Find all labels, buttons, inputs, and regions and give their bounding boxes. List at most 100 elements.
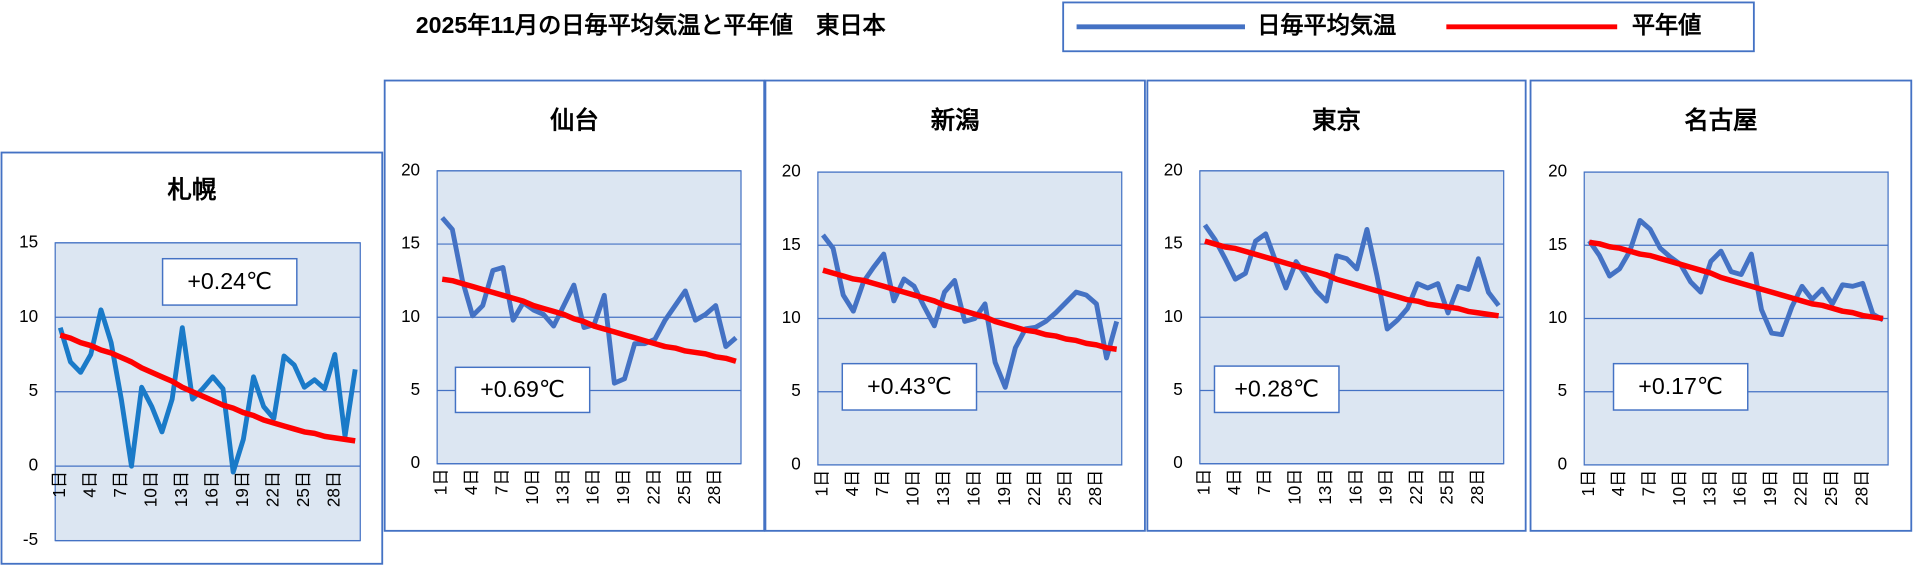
y-tick-label: -5: [23, 530, 38, 549]
x-tick-label: 13日: [553, 469, 572, 505]
data-line: [1587, 217, 1885, 338]
y-tick-label: 20: [1548, 162, 1567, 181]
x-tick-label: 28日: [1086, 470, 1105, 506]
annotation-box: [1612, 362, 1749, 411]
y-tick-label: 15: [1164, 234, 1183, 253]
x-tick-label: 1日: [50, 471, 69, 498]
y-tick-label: 5: [1558, 381, 1567, 400]
chart-title: 仙台: [550, 106, 599, 134]
annotation-box: [161, 257, 298, 306]
x-tick-label: 25日: [1822, 470, 1841, 506]
x-tick-label: 4日: [1609, 470, 1628, 497]
annotation: +0.17℃: [1638, 373, 1723, 399]
x-tick-label: 19日: [614, 469, 633, 505]
x-tick-label: 10日: [904, 470, 923, 506]
y-tick-label: 5: [29, 381, 39, 400]
x-tick-label: 7日: [873, 470, 892, 497]
x-tick-label: 22日: [1025, 470, 1044, 506]
chart-title: 札幌: [166, 177, 216, 204]
y-tick-label: 0: [29, 456, 39, 475]
x-tick-label: 13日: [1700, 470, 1719, 506]
x-tick-label: 28日: [1852, 470, 1871, 506]
x-tick-label: 28日: [1468, 469, 1487, 505]
x-tick-label: 25日: [1056, 470, 1075, 506]
data-line: [822, 267, 1118, 352]
x-tick-label: 1日: [432, 469, 451, 496]
y-tick-label: 15: [19, 232, 38, 251]
y-tick-label: 20: [1164, 160, 1183, 179]
y-tick-label: 10: [19, 307, 38, 326]
x-tick-label: 7日: [1255, 469, 1274, 496]
legend-label: 平年値: [1632, 12, 1702, 38]
y-tick-label: 0: [411, 453, 421, 472]
x-tick-label: 16日: [1346, 469, 1365, 505]
x-tick-label: 25日: [294, 471, 313, 507]
x-tick-label: 10日: [141, 471, 160, 507]
y-tick-label: 5: [411, 380, 421, 399]
x-tick-label: 13日: [934, 470, 953, 506]
x-tick-label: 1日: [1579, 470, 1598, 497]
annotation: +0.24℃: [187, 268, 272, 294]
y-tick-label: 10: [782, 308, 801, 327]
x-tick-label: 22日: [263, 471, 282, 507]
x-tick-label: 10日: [1286, 469, 1305, 505]
y-tick-label: 0: [1558, 454, 1567, 473]
y-tick-label: 10: [401, 307, 420, 326]
x-tick-label: 28日: [705, 469, 724, 505]
y-tick-label: 15: [1548, 235, 1567, 254]
x-tick-label: 4日: [80, 471, 99, 498]
x-tick-label: 16日: [1731, 470, 1750, 506]
legend-label: 日毎平均気温: [1257, 12, 1396, 38]
x-tick-label: 4日: [462, 469, 481, 496]
y-tick-label: 10: [1548, 308, 1567, 327]
x-tick-label: 16日: [202, 471, 221, 507]
x-tick-label: 10日: [1670, 470, 1689, 506]
x-tick-label: 19日: [1377, 469, 1396, 505]
x-tick-label: 4日: [1225, 469, 1244, 496]
page-title: 2025年11月の日毎平均気温と平年値 東日本: [416, 12, 887, 38]
x-tick-label: 13日: [172, 471, 191, 507]
x-tick-label: 13日: [1316, 469, 1335, 505]
annotation: +0.69℃: [480, 376, 565, 402]
x-tick-label: 19日: [995, 470, 1014, 506]
annotation-box: [841, 362, 978, 411]
data-line: [441, 276, 737, 364]
x-tick-label: 7日: [1640, 470, 1659, 497]
data-line: [1204, 238, 1500, 319]
y-tick-label: 0: [1173, 453, 1183, 472]
y-tick-label: 10: [1164, 307, 1183, 326]
annotation-box: [454, 366, 591, 414]
x-tick-label: 28日: [324, 471, 343, 507]
x-tick-label: 7日: [493, 469, 512, 496]
x-tick-label: 10日: [523, 469, 542, 505]
x-tick-label: 19日: [233, 471, 252, 507]
x-tick-label: 22日: [1407, 469, 1426, 505]
chart-title: 名古屋: [1684, 106, 1757, 134]
data-line: [59, 332, 356, 444]
y-tick-label: 20: [401, 160, 420, 179]
chart-title: 新潟: [931, 106, 980, 134]
annotation: +0.43℃: [867, 373, 952, 399]
x-tick-label: 4日: [843, 470, 862, 497]
x-tick-label: 25日: [675, 469, 694, 505]
x-tick-label: 1日: [1194, 469, 1213, 496]
x-tick-label: 25日: [1438, 469, 1457, 505]
x-tick-label: 16日: [584, 469, 603, 505]
data-line: [821, 233, 1120, 390]
x-tick-label: 16日: [964, 470, 983, 506]
data-line: [57, 307, 358, 475]
y-tick-label: 15: [401, 234, 420, 253]
x-tick-label: 22日: [1792, 470, 1811, 506]
x-tick-label: 1日: [812, 470, 831, 497]
y-tick-label: 15: [782, 235, 801, 254]
annotation: +0.28℃: [1234, 376, 1319, 402]
x-tick-label: 7日: [111, 471, 130, 498]
chart-title: 東京: [1312, 106, 1361, 134]
y-tick-label: 5: [791, 381, 801, 400]
data-line: [1588, 239, 1884, 322]
x-tick-label: 19日: [1761, 470, 1780, 506]
annotation-box: [1213, 365, 1340, 414]
x-tick-label: 22日: [644, 469, 663, 505]
y-tick-label: 0: [791, 454, 801, 473]
